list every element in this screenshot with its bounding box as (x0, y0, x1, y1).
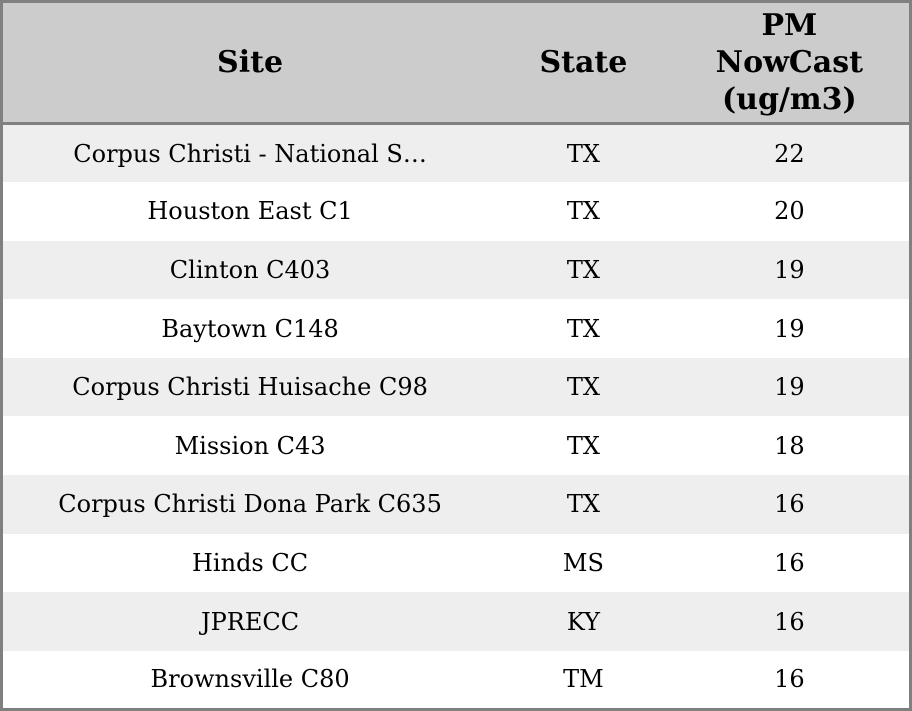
table-row: Houston East C1 TX 20 (1, 182, 911, 241)
state-cell: MS (562, 548, 604, 577)
site-cell: Clinton C403 (169, 255, 331, 284)
table-header: Site State PM NowCast (ug/m3) (1, 1, 911, 125)
site-cell: Brownsville C80 (150, 665, 350, 694)
table-body: Corpus Christi - National S… TX 22 Houst… (1, 123, 911, 710)
table-row: Hinds CC MS 16 (1, 533, 911, 593)
state-cell: TM (563, 665, 604, 694)
pm-nowcast-cell: 19 (774, 373, 805, 402)
table-row: Corpus Christi Huisache C98 TX 19 (1, 357, 911, 417)
pm-nowcast-cell: 16 (774, 548, 805, 577)
site-cell: Baytown C148 (161, 314, 339, 343)
site-cell: Corpus Christi - National S… (73, 139, 427, 168)
table-row: Baytown C148 TX 19 (1, 299, 911, 358)
state-cell: TX (566, 255, 600, 284)
site-cell: Corpus Christi Dona Park C635 (58, 490, 442, 519)
site-cell: JPRECC (201, 607, 300, 636)
table-row: Corpus Christi - National S… TX 22 (1, 123, 911, 183)
pm-nowcast-cell: 19 (774, 255, 805, 284)
state-cell: TX (566, 431, 600, 460)
pm-nowcast-cell: 19 (774, 314, 805, 343)
state-cell: TX (566, 373, 600, 402)
state-cell: TX (566, 139, 600, 168)
column-header-state: State (497, 1, 670, 125)
table-row: JPRECC KY 16 (1, 592, 911, 651)
site-cell: Houston East C1 (147, 197, 353, 226)
table-row: Clinton C403 TX 19 (1, 240, 911, 300)
site-cell: Corpus Christi Huisache C98 (72, 373, 428, 402)
site-cell: Hinds CC (192, 548, 309, 577)
table-row: Corpus Christi Dona Park C635 TX 16 (1, 475, 911, 534)
site-cell: Mission C43 (174, 431, 326, 460)
table-row: Mission C43 TX 18 (1, 416, 911, 476)
pm-nowcast-cell: 22 (774, 139, 805, 168)
state-cell: TX (566, 314, 600, 343)
pm-nowcast-cell: 16 (774, 490, 805, 519)
pm-nowcast-cell: 20 (774, 197, 805, 226)
state-cell: TX (566, 197, 600, 226)
table-row: Brownsville C80 TM 16 (1, 650, 911, 710)
pm-nowcast-cell: 18 (774, 431, 805, 460)
pm-nowcast-cell: 16 (774, 607, 805, 636)
column-header-site: Site (1, 1, 498, 125)
state-cell: TX (566, 490, 600, 519)
pm-nowcast-cell: 16 (774, 665, 805, 694)
column-header-pm-nowcast: PM NowCast (ug/m3) (669, 1, 911, 125)
state-cell: KY (566, 607, 600, 636)
header-row: Site State PM NowCast (ug/m3) (1, 1, 911, 125)
